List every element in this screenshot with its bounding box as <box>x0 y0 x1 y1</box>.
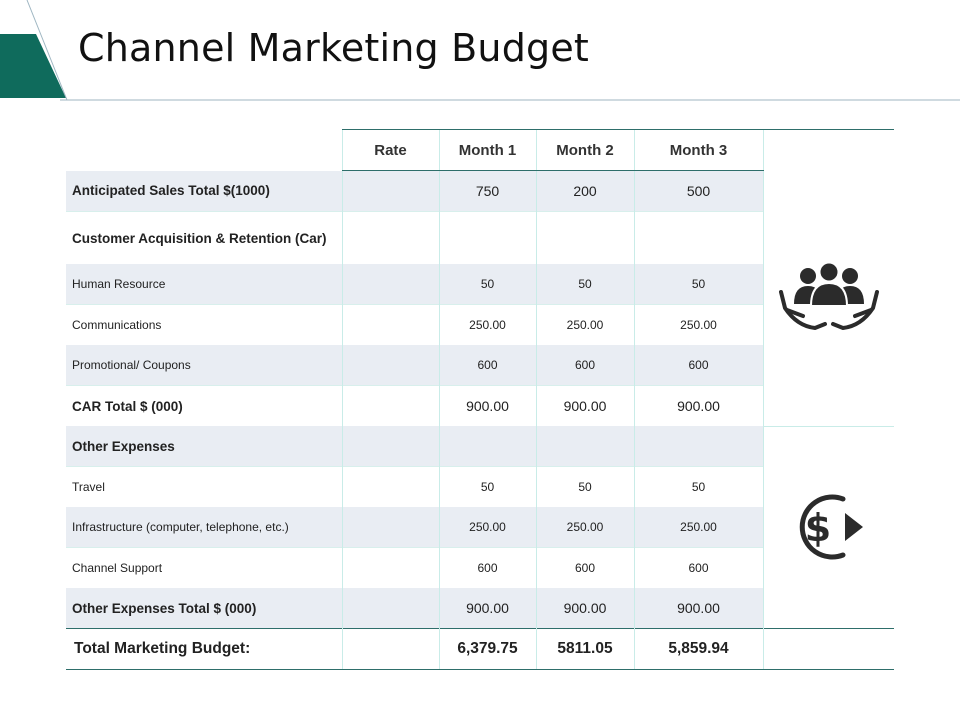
page-title: Channel Marketing Budget <box>78 26 590 70</box>
total-label: Total Marketing Budget: <box>66 628 342 670</box>
month-2-cell: 50 <box>535 466 634 507</box>
rate-cell <box>341 547 439 588</box>
header-month-3: Month 3 <box>633 129 763 171</box>
row-label: Other Expenses <box>66 426 342 467</box>
month-3-cell: 600 <box>633 345 763 386</box>
rate-cell <box>341 466 439 507</box>
month-2-cell <box>535 211 634 264</box>
month-1-cell <box>438 426 536 467</box>
row-label: Infrastructure (computer, telephone, etc… <box>66 507 342 548</box>
month-1-cell: 50 <box>438 264 536 305</box>
people-in-hands-icon <box>778 261 879 330</box>
table-row: Other Expenses $ <box>66 425 894 629</box>
header-diagonal <box>26 0 68 101</box>
header-decoration <box>0 0 960 101</box>
month-2-cell <box>535 426 634 467</box>
table-row: Promotional/ Coupons 600 600 600 <box>66 345 894 386</box>
table-row: Travel 50 50 50 <box>66 466 894 507</box>
row-label: Travel <box>66 466 342 507</box>
table-row: Other Expenses Total $ (000) 900.00 900.… <box>66 588 894 629</box>
month-1-cell: 250.00 <box>438 304 536 345</box>
month-2-cell: 250.00 <box>535 304 634 345</box>
row-label: Human Resource <box>66 264 342 305</box>
month-2-cell: 50 <box>535 264 634 305</box>
rate-cell <box>341 170 439 212</box>
row-label: CAR Total $ (000) <box>66 385 342 426</box>
rate-cell <box>341 211 439 264</box>
month-3-cell: 900.00 <box>633 588 763 629</box>
month-1-cell: 600 <box>438 345 536 386</box>
month-3-cell: 900.00 <box>633 385 763 426</box>
people-icon-cell <box>762 170 894 426</box>
month-2-cell: 600 <box>535 345 634 386</box>
month-2-cell: 900.00 <box>535 588 634 629</box>
table-row: Channel Support 600 600 600 <box>66 547 894 588</box>
month-3-cell <box>633 426 763 467</box>
month-1-cell: 600 <box>438 547 536 588</box>
accent-block <box>0 34 66 98</box>
svg-text:$: $ <box>805 506 831 550</box>
month-2-cell: 200 <box>535 170 634 212</box>
month-3-cell: 500 <box>633 170 763 212</box>
month-3-cell: 600 <box>633 547 763 588</box>
header-rate: Rate <box>341 129 439 171</box>
header-icon-column <box>762 129 895 171</box>
table-row: CAR Total $ (000) 900.00 900.00 900.00 <box>66 385 894 426</box>
rate-cell <box>341 507 439 548</box>
month-2-cell: 900.00 <box>535 385 634 426</box>
rate-cell <box>341 264 439 305</box>
rate-cell <box>341 345 439 386</box>
month-2-cell: 250.00 <box>535 507 634 548</box>
total-icon-column-cell <box>762 628 894 670</box>
budget-table: Rate Month 1 Month 2 Month 3 Anticipated… <box>66 129 895 670</box>
rate-cell <box>341 385 439 426</box>
dollar-icon-cell: $ <box>762 425 894 629</box>
table-row: Human Resource 50 50 50 <box>66 264 894 305</box>
month-1-cell: 900.00 <box>438 385 536 426</box>
row-label: Customer Acquisition & Retention (Car) <box>66 211 342 264</box>
month-1-cell: 900.00 <box>438 588 536 629</box>
month-3-total: 5,859.94 <box>633 628 763 670</box>
row-label: Communications <box>66 304 342 345</box>
dollar-cycle-icon: $ <box>799 494 863 560</box>
month-1-cell <box>438 211 536 264</box>
month-3-cell: 250.00 <box>633 507 763 548</box>
rate-cell <box>341 304 439 345</box>
month-1-cell: 750 <box>438 170 536 212</box>
table-row: Infrastructure (computer, telephone, etc… <box>66 507 894 548</box>
row-label: Channel Support <box>66 547 342 588</box>
month-1-cell: 50 <box>438 466 536 507</box>
header-month-2: Month 2 <box>535 129 634 171</box>
row-label: Promotional/ Coupons <box>66 345 342 386</box>
month-3-cell <box>633 211 763 264</box>
table-row: Customer Acquisition & Retention (Car) <box>66 211 894 264</box>
table-row: Communications 250.00 250.00 250.00 <box>66 304 894 345</box>
month-2-total: 5811.05 <box>535 628 634 670</box>
rate-cell <box>341 588 439 629</box>
rate-cell <box>341 426 439 467</box>
table-header-row: Rate Month 1 Month 2 Month 3 <box>66 129 895 171</box>
row-label: Anticipated Sales Total $(1000) <box>66 170 342 212</box>
month-3-cell: 50 <box>633 264 763 305</box>
header-month-1: Month 1 <box>438 129 536 171</box>
month-1-total: 6,379.75 <box>438 628 536 670</box>
month-2-cell: 600 <box>535 547 634 588</box>
row-label: Other Expenses Total $ (000) <box>66 588 342 629</box>
total-row: Total Marketing Budget: 6,379.75 5811.05… <box>66 628 894 670</box>
month-1-cell: 250.00 <box>438 507 536 548</box>
header-blank <box>66 129 342 171</box>
month-3-cell: 50 <box>633 466 763 507</box>
month-3-cell: 250.00 <box>633 304 763 345</box>
rate-cell <box>341 628 439 670</box>
table-row: Anticipated Sales Total $(1000) 750 200 … <box>66 170 894 426</box>
